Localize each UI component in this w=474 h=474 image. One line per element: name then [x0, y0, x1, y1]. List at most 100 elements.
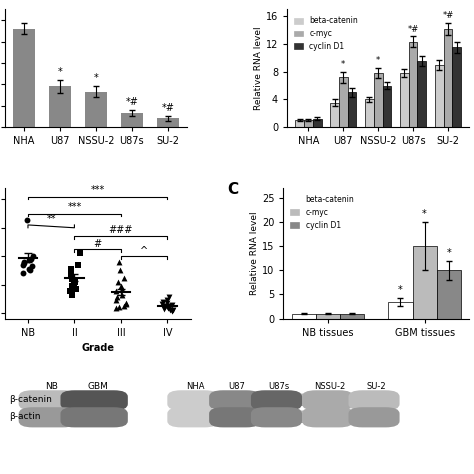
Text: *: *: [93, 73, 98, 83]
Point: [67, 288, 74, 295]
Point: [168, 308, 175, 315]
Bar: [374, 73, 383, 127]
Text: ^: ^: [140, 246, 148, 255]
Text: U87: U87: [228, 382, 246, 391]
FancyBboxPatch shape: [209, 407, 260, 428]
Point: [74, 261, 82, 268]
Text: SU-2: SU-2: [366, 382, 386, 391]
Bar: [292, 314, 316, 319]
Point: [28, 263, 36, 270]
Point: [165, 293, 173, 301]
Bar: [316, 314, 340, 319]
Point: [162, 303, 169, 311]
Point: [23, 217, 30, 224]
Point: [117, 266, 124, 274]
Bar: [383, 85, 391, 127]
Bar: [435, 65, 444, 127]
Text: *: *: [398, 285, 403, 295]
FancyBboxPatch shape: [18, 407, 77, 428]
Point: [164, 305, 172, 312]
Text: *#: *#: [161, 102, 174, 112]
Text: GBM: GBM: [87, 382, 108, 391]
FancyBboxPatch shape: [171, 411, 391, 422]
Point: [165, 302, 173, 310]
Point: [20, 258, 28, 265]
FancyBboxPatch shape: [167, 407, 219, 428]
Point: [29, 252, 37, 260]
FancyBboxPatch shape: [18, 390, 77, 410]
Bar: [340, 314, 365, 319]
Point: [67, 268, 75, 276]
Point: [164, 304, 171, 311]
Point: [25, 256, 33, 264]
Bar: [418, 61, 426, 127]
Text: *#: *#: [442, 11, 454, 20]
Point: [117, 282, 125, 290]
Point: [116, 258, 123, 265]
Point: [122, 299, 130, 307]
Point: [159, 298, 167, 305]
FancyBboxPatch shape: [167, 390, 219, 410]
Text: #: #: [93, 239, 102, 249]
Text: ***: ***: [67, 202, 82, 212]
FancyBboxPatch shape: [251, 407, 302, 428]
Text: ###: ###: [109, 225, 133, 235]
Point: [68, 282, 76, 290]
Bar: [452, 47, 461, 127]
Bar: [412, 246, 437, 319]
FancyBboxPatch shape: [27, 394, 122, 406]
Point: [169, 306, 176, 313]
Text: ***: ***: [91, 185, 105, 195]
Text: β-catenin: β-catenin: [9, 395, 52, 404]
Bar: [157, 118, 179, 127]
Point: [115, 303, 122, 311]
Point: [166, 306, 174, 314]
Point: [168, 301, 176, 309]
Point: [113, 293, 121, 301]
Point: [168, 307, 176, 314]
Text: *: *: [422, 210, 427, 219]
FancyBboxPatch shape: [348, 407, 400, 428]
FancyBboxPatch shape: [171, 394, 391, 406]
Bar: [409, 42, 418, 127]
Text: *#: *#: [408, 25, 419, 34]
Point: [76, 249, 83, 257]
Bar: [388, 301, 412, 319]
Bar: [444, 29, 452, 127]
Point: [163, 297, 171, 304]
Bar: [313, 118, 321, 127]
Point: [120, 274, 128, 282]
Y-axis label: Relative RNA level: Relative RNA level: [254, 27, 263, 110]
Point: [114, 278, 121, 285]
Text: *: *: [341, 60, 346, 69]
Bar: [85, 92, 107, 127]
Bar: [437, 270, 461, 319]
Text: *: *: [447, 248, 451, 258]
X-axis label: Grade: Grade: [81, 343, 114, 353]
Text: U87s: U87s: [268, 382, 290, 391]
Text: *: *: [57, 67, 62, 77]
Point: [122, 301, 130, 308]
Point: [113, 305, 120, 312]
Point: [25, 265, 33, 273]
FancyBboxPatch shape: [348, 390, 400, 410]
Bar: [304, 120, 313, 127]
Point: [27, 255, 34, 263]
FancyBboxPatch shape: [302, 390, 353, 410]
FancyBboxPatch shape: [302, 407, 353, 428]
Text: *#: *#: [126, 97, 138, 107]
Bar: [347, 92, 356, 127]
Legend: beta-catenin, c-myc, cyclin D1: beta-catenin, c-myc, cyclin D1: [291, 13, 361, 54]
Point: [71, 278, 79, 285]
Text: **: **: [46, 214, 56, 224]
Point: [118, 285, 126, 293]
Text: C: C: [228, 182, 239, 197]
Point: [68, 291, 76, 299]
FancyBboxPatch shape: [61, 390, 128, 410]
Text: *: *: [376, 56, 380, 65]
FancyBboxPatch shape: [27, 411, 122, 422]
Point: [118, 291, 126, 299]
Text: NHA: NHA: [186, 382, 204, 391]
Bar: [400, 73, 409, 127]
Bar: [339, 77, 347, 127]
